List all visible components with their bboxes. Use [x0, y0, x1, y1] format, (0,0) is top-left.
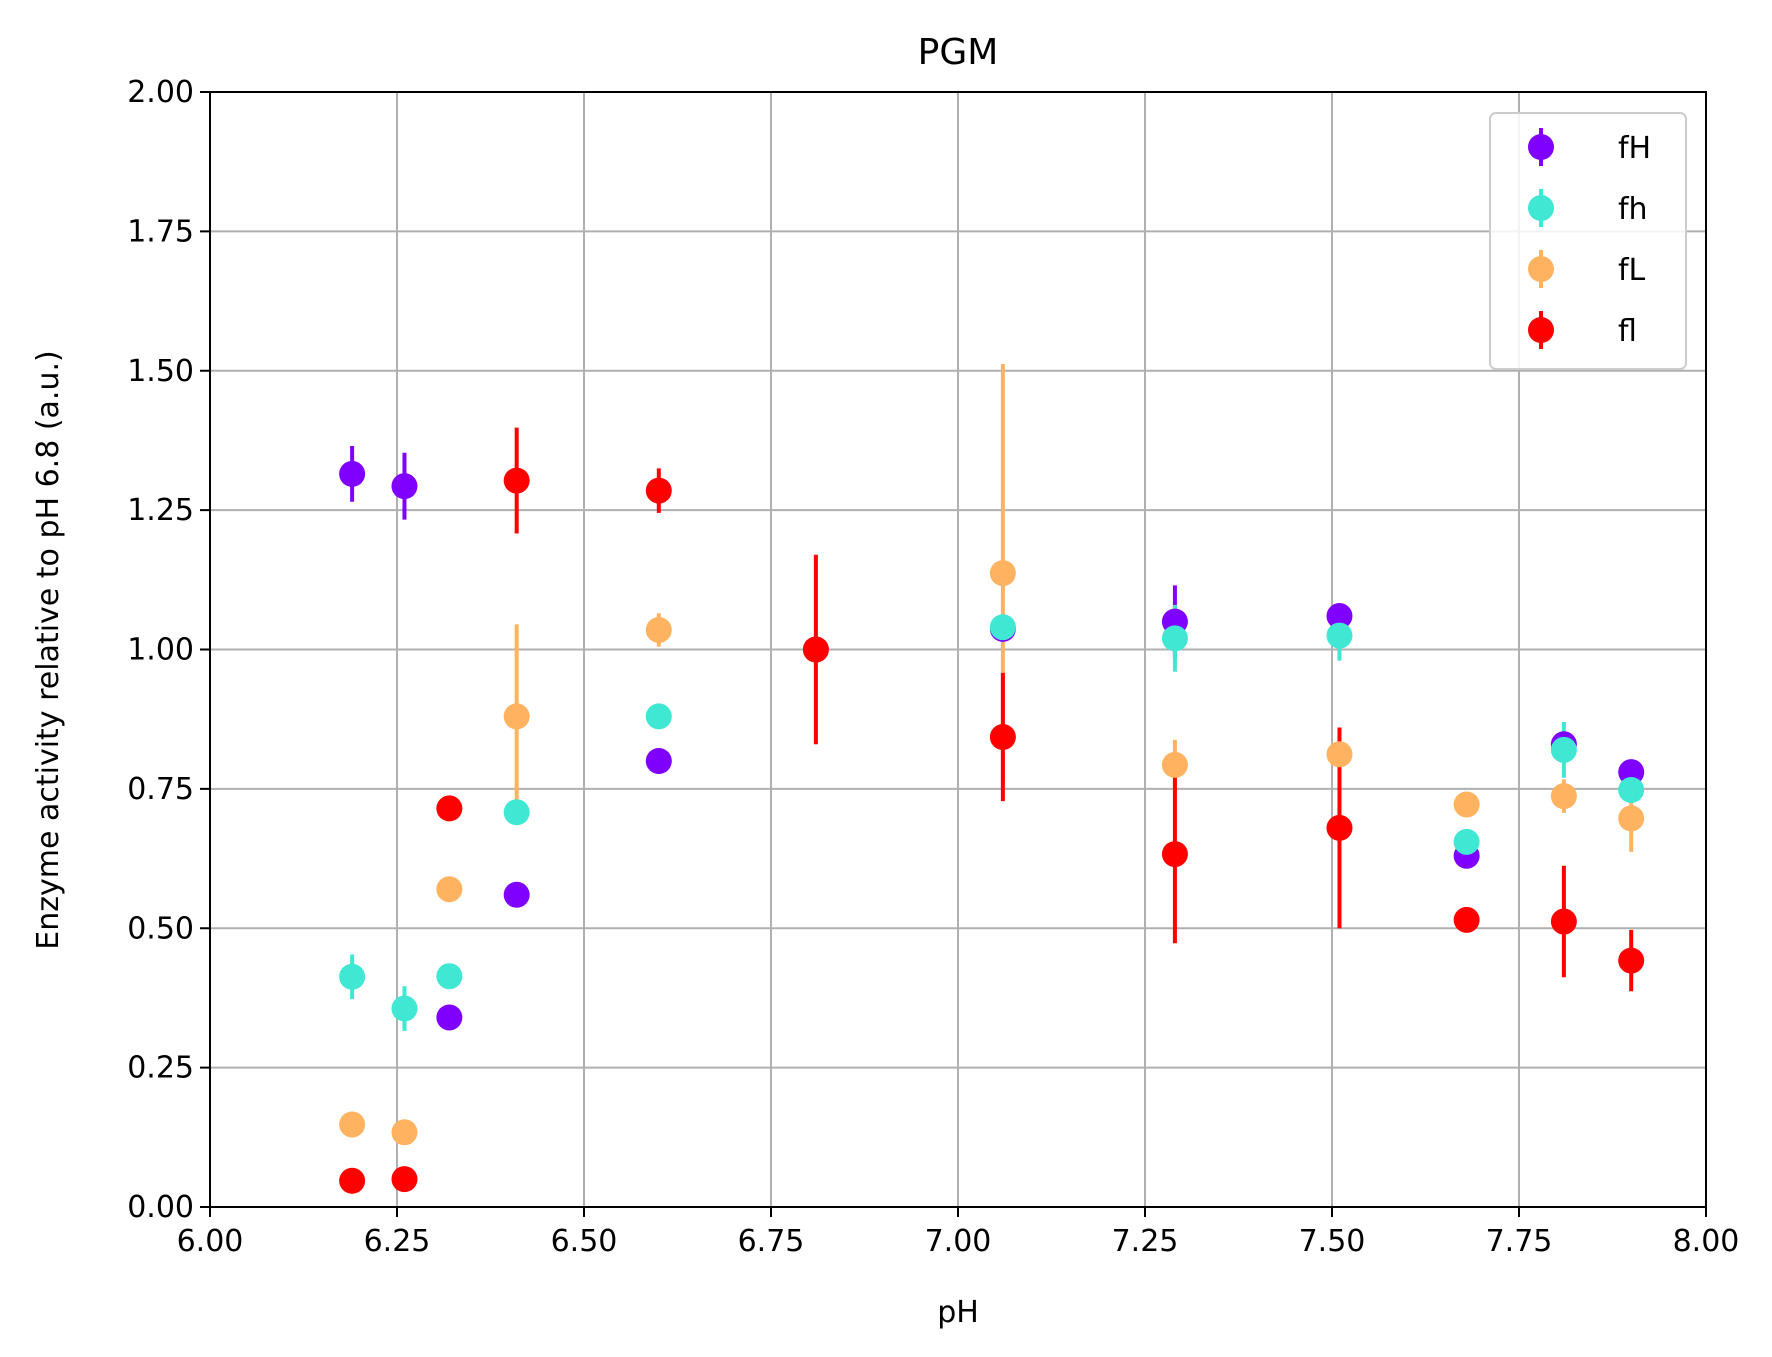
data-point-fh — [1618, 776, 1645, 803]
x-tick-label: 7.50 — [1299, 1224, 1366, 1259]
data-point-fl — [1453, 906, 1480, 933]
y-tick-label: 0.75 — [127, 772, 194, 807]
x-tick-label: 6.25 — [364, 1224, 431, 1259]
y-axis-title: Enzyme activity relative to pH 6.8 (a.u.… — [31, 350, 66, 949]
data-point-fh — [339, 963, 366, 990]
data-point-fh — [1161, 625, 1188, 652]
legend-label-fL: fL — [1618, 253, 1646, 288]
data-point-fL — [391, 1119, 418, 1146]
data-point-fh — [391, 995, 418, 1022]
y-tick-label: 1.50 — [127, 354, 194, 389]
data-point-fH — [645, 748, 672, 774]
data-point-fl — [1550, 908, 1577, 935]
data-point-fL — [436, 876, 463, 903]
data-point-fH — [339, 460, 366, 487]
data-point-fh — [645, 703, 672, 730]
y-tick-label: 2.00 — [127, 75, 194, 110]
data-point-fl — [645, 477, 672, 504]
legend-label-fh: fh — [1618, 192, 1648, 227]
data-point-fL — [339, 1111, 366, 1138]
data-point-fh — [1550, 736, 1577, 763]
legend-marker-fL — [1528, 256, 1554, 282]
data-point-fL — [645, 616, 672, 643]
chart-title: PGM — [918, 32, 999, 73]
data-point-fl — [1161, 841, 1188, 868]
legend-box — [1489, 112, 1687, 370]
data-point-fH — [503, 881, 530, 908]
legend-marker-fl — [1528, 317, 1554, 343]
y-tick-label: 1.25 — [127, 493, 194, 528]
y-tick-label: 1.00 — [127, 633, 194, 668]
data-point-fh — [989, 614, 1016, 641]
data-point-fl — [339, 1167, 366, 1194]
y-tick-label: 0.50 — [127, 911, 194, 946]
x-tick-label: 6.75 — [738, 1224, 805, 1259]
legend-label-fH: fH — [1618, 131, 1651, 166]
data-point-fH — [1326, 603, 1353, 630]
data-points — [339, 460, 1645, 1194]
data-point-fL — [503, 703, 530, 730]
data-point-fL — [989, 560, 1016, 587]
axis-ticks: 6.00 6.25 6.50 6.75 7.00 7.25 7.50 7.75 8.00 0.00… — [127, 75, 1739, 1259]
legend-marker-fH — [1528, 134, 1554, 160]
data-point-fH — [391, 473, 418, 500]
data-point-fh — [1326, 622, 1353, 649]
data-point-fL — [1550, 783, 1577, 810]
data-point-fL — [1326, 741, 1353, 768]
legend: fH fh fL fl — [1489, 112, 1687, 370]
data-point-fl — [1618, 947, 1645, 974]
y-tick-label: 0.00 — [127, 1190, 194, 1225]
y-tick-label: 1.75 — [127, 214, 194, 249]
data-point-fh — [503, 799, 530, 826]
data-point-fl — [1326, 814, 1353, 841]
data-point-fl — [391, 1166, 418, 1193]
data-point-fh — [1453, 828, 1480, 855]
x-tick-label: 6.50 — [551, 1224, 618, 1259]
data-point-fl — [989, 724, 1016, 751]
y-tick-label: 0.25 — [127, 1051, 194, 1086]
x-axis-title: pH — [937, 1295, 979, 1330]
x-tick-label: 7.00 — [925, 1224, 992, 1259]
data-point-fH — [1618, 759, 1645, 786]
x-tick-label: 7.75 — [1486, 1224, 1553, 1259]
data-point-fl — [436, 795, 463, 822]
data-point-fl — [503, 467, 530, 494]
legend-label-fl: fl — [1618, 314, 1637, 349]
x-tick-label: 6.00 — [177, 1224, 244, 1259]
data-point-fh — [436, 963, 463, 990]
x-tick-label: 7.25 — [1112, 1224, 1179, 1259]
x-tick-label: 8.00 — [1673, 1224, 1740, 1259]
data-point-fL — [1453, 791, 1480, 818]
data-point-fL — [1618, 805, 1645, 832]
legend-marker-fh — [1528, 195, 1554, 221]
data-point-fH — [436, 1004, 463, 1031]
data-point-fl — [802, 636, 829, 663]
data-point-fL — [1161, 751, 1188, 778]
